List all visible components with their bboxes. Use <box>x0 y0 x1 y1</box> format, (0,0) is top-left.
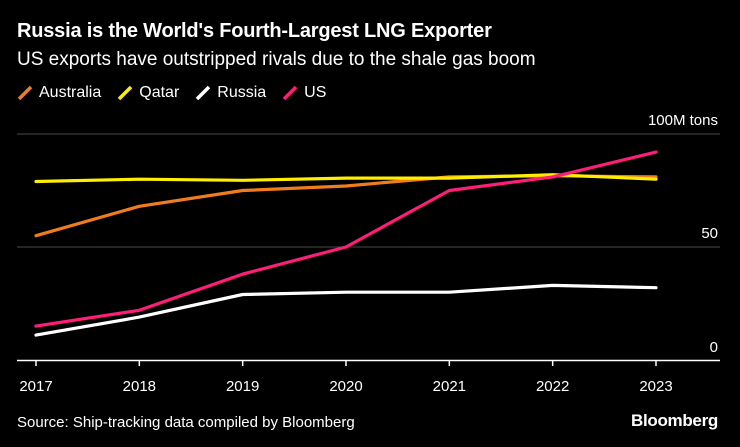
series-line-australia <box>34 174 658 238</box>
legend-item-us: US <box>282 84 326 102</box>
y-tick-label: 0 <box>710 339 718 356</box>
legend-item-australia: Australia <box>17 84 101 102</box>
legend-item-russia: Russia <box>195 84 266 102</box>
x-tick-label: 2021 <box>433 378 466 395</box>
x-tick-label: 2017 <box>19 378 52 395</box>
source-note: Source: Ship-tracking data compiled by B… <box>17 414 355 431</box>
y-tick-label: 50 <box>701 225 718 242</box>
chart-title: Russia is the World's Fourth-Largest LNG… <box>17 20 492 42</box>
legend-item-qatar: Qatar <box>117 84 179 102</box>
y-tick-label: 100M tons <box>648 112 718 129</box>
legend-swatch-qatar <box>118 85 133 101</box>
series-line-qatar <box>34 173 658 184</box>
chart-subtitle: US exports have outstripped rivals due t… <box>17 49 536 70</box>
legend-swatch-australia <box>17 85 33 101</box>
legend-label-qatar: Qatar <box>139 84 180 101</box>
legend-swatch-russia <box>196 85 211 101</box>
legend-label-us: US <box>304 84 327 101</box>
series-line-us <box>34 150 658 328</box>
x-tick-label: 2022 <box>536 378 569 395</box>
x-tick-label: 2018 <box>123 378 156 395</box>
x-tick-label: 2019 <box>226 378 259 395</box>
legend-label-australia: Australia <box>39 84 102 101</box>
chart-legend: Australia Qatar Russia US <box>17 84 326 102</box>
x-tick-label: 2020 <box>329 378 362 395</box>
bloomberg-logo: Bloomberg <box>630 411 718 430</box>
legend-swatch-us <box>282 85 298 101</box>
x-tick-label: 2023 <box>639 378 672 395</box>
legend-label-russia: Russia <box>217 84 267 101</box>
series-line-russia <box>34 283 658 337</box>
